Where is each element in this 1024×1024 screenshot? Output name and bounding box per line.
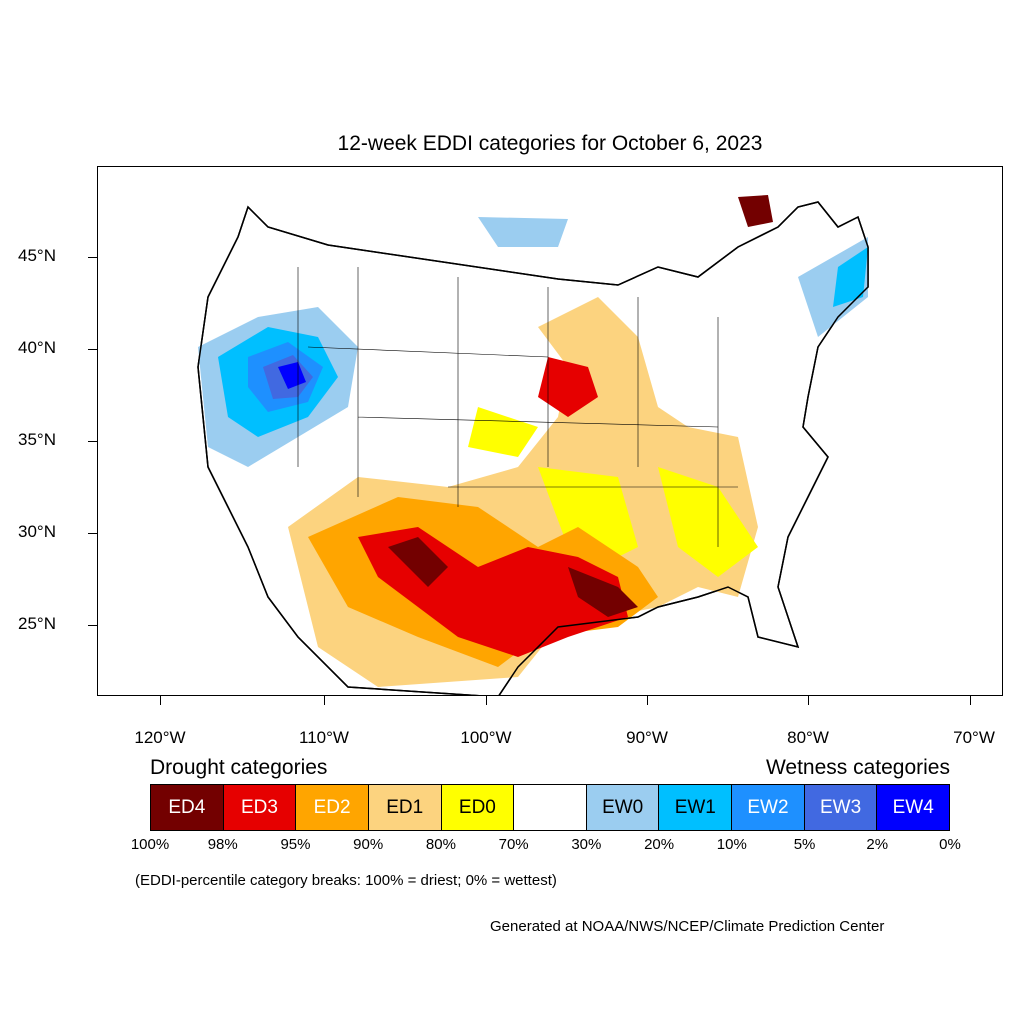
lon-label-110: 110°W <box>299 728 349 747</box>
legend-cell-ed1: ED1 <box>368 785 442 830</box>
map-area <box>97 166 1003 696</box>
legend-cell-ew2: EW2 <box>732 785 805 830</box>
lon-tick <box>970 696 971 705</box>
ed0-region <box>468 407 758 577</box>
percentile-label: 20% <box>644 836 675 853</box>
lon-label-80: 80°W <box>787 728 829 747</box>
eddi-map <box>197 195 869 695</box>
legend-cell-normal <box>514 785 587 830</box>
legend-cell-ew1: EW1 <box>659 785 733 830</box>
lat-label-40: 40°N <box>18 338 56 357</box>
ew0-region <box>198 217 868 467</box>
lon-tick <box>486 696 487 705</box>
coastline <box>197 201 869 695</box>
lon-tick <box>808 696 809 705</box>
lon-label-100: 100°W <box>460 728 512 747</box>
lat-label-45: 45°N <box>18 246 56 265</box>
lon-label-90: 90°W <box>626 728 668 747</box>
percentile-label: 0% <box>939 836 961 853</box>
lat-label-35: 35°N <box>18 430 56 449</box>
legend-cell-ed3: ED3 <box>223 785 297 830</box>
percentile-label: 30% <box>571 836 602 853</box>
percentile-label: 70% <box>498 836 529 853</box>
percentile-label: 98% <box>207 836 238 853</box>
ew4-region <box>278 362 306 389</box>
map-title: 12-week EDDI categories for October 6, 2… <box>337 132 763 155</box>
percentile-label: 80% <box>425 836 456 853</box>
lat-label-25: 25°N <box>18 614 56 633</box>
lat-tick <box>88 349 97 350</box>
percentile-label: 100% <box>130 836 170 853</box>
wetness-categories-title: Wetness categories <box>765 756 950 779</box>
legend-cell-ew4: EW4 <box>877 785 950 830</box>
legend-cell-ed2: ED2 <box>296 785 369 830</box>
credit-text: Generated at NOAA/NWS/NCEP/Climate Predi… <box>490 918 885 935</box>
drought-categories-title: Drought categories <box>150 756 328 779</box>
percentile-label: 2% <box>866 836 889 853</box>
lon-tick <box>647 696 648 705</box>
category-legend: ED4 ED3 ED2 ED1 ED0 EW0 EW1 EW2 EW3 EW4 <box>150 784 950 831</box>
legend-cell-ew3: EW3 <box>804 785 878 830</box>
percentile-label: 95% <box>280 836 311 853</box>
lat-tick <box>88 625 97 626</box>
percentile-label: 5% <box>793 836 816 853</box>
percentile-label: 10% <box>716 836 747 853</box>
percentile-label: 90% <box>353 836 384 853</box>
lon-tick <box>160 696 161 705</box>
state-boundaries <box>297 267 738 547</box>
legend-cell-ed4: ED4 <box>151 785 224 830</box>
lon-tick <box>324 696 325 705</box>
lon-label-120: 120°W <box>134 728 186 747</box>
legend-cell-ew0: EW0 <box>586 785 660 830</box>
category-breaks-note: (EDDI-percentile category breaks: 100% =… <box>135 872 557 889</box>
lon-label-70: 70°W <box>953 728 995 747</box>
legend-cell-ed0: ED0 <box>441 785 515 830</box>
ed4-region <box>388 195 773 617</box>
lat-tick <box>88 257 97 258</box>
lat-tick <box>88 441 97 442</box>
lat-label-30: 30°N <box>18 522 56 541</box>
lat-tick <box>88 533 97 534</box>
ew1-region <box>218 247 868 437</box>
